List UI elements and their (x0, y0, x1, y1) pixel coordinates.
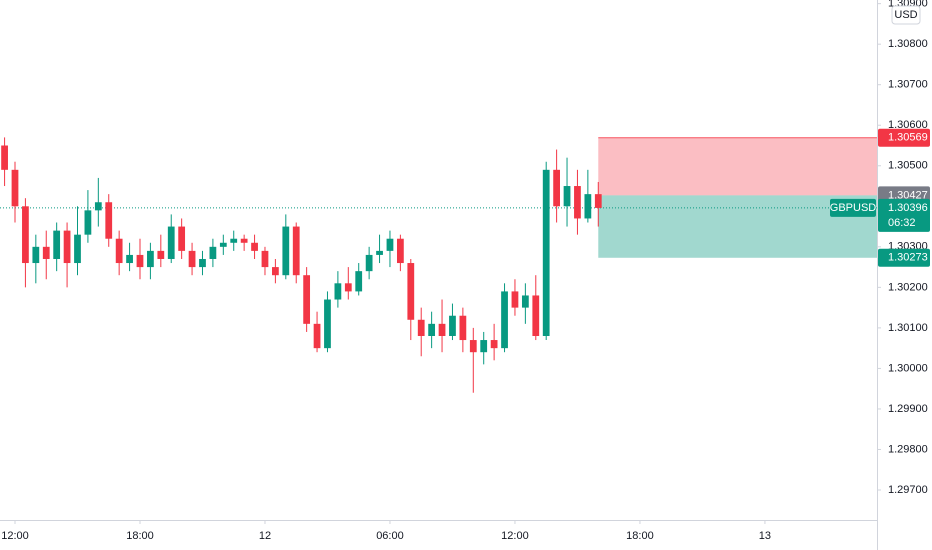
candle-body (178, 226, 186, 251)
candle-body (584, 194, 592, 219)
y-tick-label: 1.29700 (888, 484, 928, 496)
x-tick-label: 13 (759, 530, 771, 542)
candle-body (147, 250, 154, 268)
candle-body (157, 250, 165, 259)
candle-body (563, 186, 571, 207)
symbol-label: GBPUSD (830, 202, 877, 214)
candle-body (521, 295, 529, 308)
candle-body (574, 186, 581, 219)
candle-body (32, 246, 40, 264)
candle-body (22, 206, 29, 264)
target-price-label-box (878, 248, 930, 267)
candle-body (199, 258, 206, 268)
countdown-label: 06:32 (888, 217, 916, 229)
candle-body (1, 145, 8, 170)
y-tick-label: 1.30500 (888, 160, 928, 172)
currency-box (891, 5, 921, 25)
y-tick-label: 1.30600 (888, 119, 928, 131)
candle-body (594, 194, 602, 208)
candle-body (459, 315, 467, 341)
candle-body (334, 283, 342, 300)
candle-body (303, 275, 311, 324)
x-tick-label: 18:00 (126, 530, 154, 542)
candle-body (261, 250, 269, 268)
current-price-label: 1.30396 (888, 202, 928, 214)
y-tick-label: 1.30000 (888, 362, 928, 374)
candle-body (292, 226, 300, 276)
candle-body (209, 246, 217, 259)
entry-price-label: 1.30427 (888, 189, 928, 201)
x-tick-label: 18:00 (626, 530, 654, 542)
candle-body (272, 267, 279, 276)
candle-body (84, 210, 92, 235)
candle-body (313, 323, 321, 349)
candle-body (219, 242, 227, 247)
candle-body (417, 319, 425, 336)
target-price-label: 1.30273 (888, 252, 928, 264)
y-tick-label: 1.30100 (888, 322, 928, 334)
candle-body (407, 263, 415, 320)
y-tick-label: 1.30800 (888, 38, 928, 50)
candle-body (365, 254, 373, 272)
candle-body (511, 291, 519, 308)
candle-body (188, 250, 196, 268)
candle-body (376, 250, 383, 255)
candle-body (438, 323, 446, 336)
current-price-box (878, 198, 930, 232)
candle-body (449, 315, 456, 336)
candle-body (532, 295, 540, 336)
candle-body (553, 169, 560, 207)
candle-body (344, 283, 352, 292)
symbol-box (830, 198, 876, 217)
currency-label: USD (894, 9, 917, 21)
stop-price-label-box (878, 128, 930, 147)
candle-body (240, 238, 248, 243)
candle-body (115, 238, 123, 264)
candle-body (386, 238, 394, 251)
y-tick-label: 1.30200 (888, 281, 928, 293)
candle-body (251, 242, 258, 251)
y-tick-label: 1.30700 (888, 79, 928, 91)
y-tick-label: 1.29800 (888, 443, 928, 455)
candle-body (282, 226, 290, 276)
candle-body (105, 202, 113, 239)
candle-body (167, 226, 175, 259)
candle-body (355, 271, 363, 292)
candle-body (324, 299, 331, 349)
candle-body (490, 340, 498, 349)
candle-body (126, 254, 133, 264)
candle-body (469, 340, 477, 353)
y-tick-label: 1.30900 (888, 0, 928, 10)
candle-body (74, 234, 81, 264)
candle-body (396, 238, 404, 264)
candle-body (42, 246, 50, 259)
candle-body (542, 169, 550, 336)
plot (0, 137, 877, 393)
candle-body (11, 169, 19, 207)
candle-body (94, 202, 102, 211)
candle-body (53, 230, 61, 259)
stop-zone (598, 137, 877, 196)
candle-body (230, 238, 238, 243)
candle-body (501, 291, 508, 349)
candle-body (428, 323, 436, 336)
x-tick-label: 12 (259, 530, 271, 542)
stop-price-label: 1.30569 (888, 132, 928, 144)
candle-body (480, 340, 488, 353)
candle-body (136, 254, 144, 268)
y-tick-label: 1.29900 (888, 403, 928, 415)
x-tick-label: 12:00 (501, 530, 529, 542)
x-tick-label: 12:00 (1, 530, 29, 542)
candle-body (63, 230, 71, 264)
x-tick-label: 06:00 (376, 530, 404, 542)
